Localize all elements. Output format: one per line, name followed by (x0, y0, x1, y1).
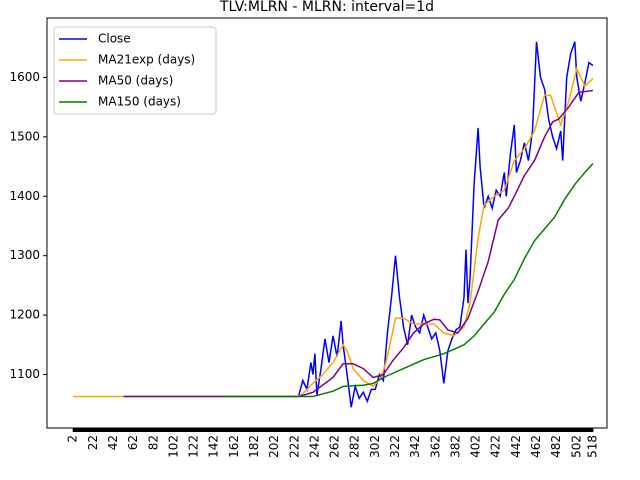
legend-box (53, 26, 217, 115)
x-tick-label: 62 (126, 435, 140, 450)
legend-label: MA150 (days) (98, 95, 181, 109)
x-tick-label: 302 (368, 435, 382, 458)
x-tick-label: 322 (388, 435, 402, 458)
x-tick-label: 142 (207, 435, 221, 458)
x-tick-label: 122 (187, 435, 201, 458)
chart-title: TLV:MLRN - MLRN: interval=1d (219, 0, 434, 15)
minor-tick-band (73, 428, 593, 432)
x-tick-label: 262 (328, 435, 342, 458)
x-tick-label: 462 (529, 435, 543, 458)
y-tick-label: 1100 (9, 367, 40, 381)
x-tick-label: 82 (146, 435, 160, 450)
legend-label: MA21exp (days) (98, 53, 195, 67)
x-tick-label: 422 (489, 435, 503, 458)
x-tick-label: 182 (247, 435, 261, 458)
y-tick-label: 1500 (9, 129, 40, 143)
line-series (73, 66, 594, 398)
y-tick-label: 1400 (9, 189, 40, 203)
x-tick-label: 42 (106, 435, 120, 450)
x-tick-label: 518 (585, 435, 599, 458)
line-series (224, 163, 594, 398)
line-series (298, 41, 594, 408)
x-tick-label: 222 (287, 435, 301, 458)
x-tick-label: 342 (408, 435, 422, 458)
axes-frame (46, 17, 608, 429)
y-tick-label: 1300 (9, 248, 40, 262)
y-tick-label: 1600 (9, 70, 40, 84)
x-tick-label: 282 (348, 435, 362, 458)
x-tick-label: 202 (267, 435, 281, 458)
x-tick-label: 502 (569, 435, 583, 458)
legend-label: MA50 (days) (98, 74, 173, 88)
plot (73, 41, 594, 408)
x-tick-label: 102 (166, 435, 180, 458)
legend-label: Close (98, 32, 131, 46)
x-tick-label: 2 (66, 435, 80, 443)
x-tick-label: 482 (549, 435, 563, 458)
y-tick-label: 1200 (9, 308, 40, 322)
x-tick-label: 162 (227, 435, 241, 458)
x-tick-label: 402 (469, 435, 483, 458)
x-tick-label: 382 (448, 435, 462, 458)
x-tick-label: 22 (86, 435, 100, 450)
x-tick-label: 242 (307, 435, 321, 458)
x-tick-label: 362 (428, 435, 442, 458)
x-tick-label: 442 (509, 435, 523, 458)
line-series (123, 89, 593, 398)
